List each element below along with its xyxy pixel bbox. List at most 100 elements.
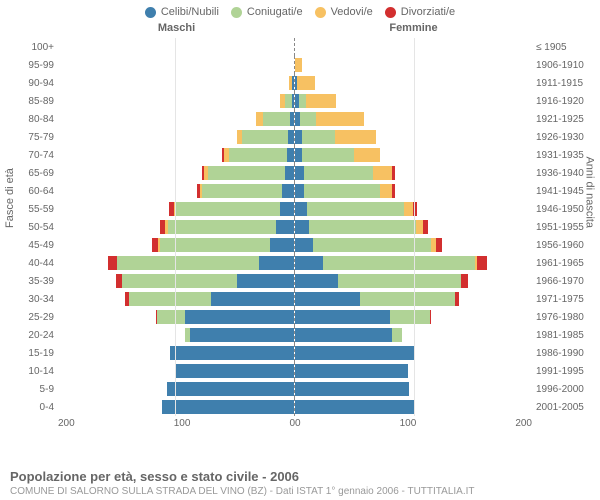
bar-segment: [185, 310, 294, 324]
grid-line: [414, 362, 415, 380]
birth-label: 1911-1915: [532, 74, 592, 92]
bar-segment: [295, 202, 307, 216]
bar-segment: [295, 58, 302, 72]
male-label: Maschi: [58, 22, 295, 34]
grid-line: [175, 344, 176, 362]
male-bar-cell: [58, 380, 295, 398]
bar-segment: [335, 130, 375, 144]
grid-line: [414, 254, 415, 272]
male-bar-cell: [58, 38, 295, 56]
bar-segment: [461, 274, 468, 288]
grid-line: [414, 326, 415, 344]
bar-segment: [288, 130, 294, 144]
plot-area: Fasce di età Anni di nascita 100+≤ 19059…: [8, 38, 592, 429]
y-right-title: Anni di nascita: [584, 156, 596, 228]
grid-line: [414, 38, 415, 56]
bar-segment: [280, 202, 294, 216]
female-bar-cell: [295, 74, 532, 92]
birth-label: 1906-1910: [532, 56, 592, 74]
bar-segment: [307, 202, 404, 216]
y-left-title: Fasce di età: [4, 168, 16, 228]
bar-segment: [306, 94, 337, 108]
female-bar-cell: [295, 272, 532, 290]
grid-line: [175, 38, 176, 56]
bar-segment: [190, 328, 294, 342]
bar-segment: [390, 310, 430, 324]
male-bar-cell: [58, 326, 295, 344]
bar-segment: [290, 112, 294, 126]
bar-segment: [302, 130, 335, 144]
bar-segment: [162, 400, 294, 414]
x-tick: 200: [58, 418, 75, 429]
chart-subtitle: COMUNE DI SALORNO SULLA STRADA DEL VINO …: [10, 486, 475, 497]
bar-segment: [295, 256, 323, 270]
male-bar-cell: [58, 110, 295, 128]
birth-label: 1921-1925: [532, 110, 592, 128]
bar-segment: [129, 292, 212, 306]
bar-segment: [276, 220, 294, 234]
bar-segment: [316, 112, 363, 126]
legend-label: Vedovi/e: [331, 6, 373, 18]
male-bar-cell: [58, 236, 295, 254]
age-label: 70-74: [8, 146, 58, 164]
grid-line: [175, 128, 176, 146]
grid-line: [414, 146, 415, 164]
birth-label: 1971-1975: [532, 290, 592, 308]
age-label: 75-79: [8, 128, 58, 146]
chart-title: Popolazione per età, sesso e stato civil…: [10, 469, 475, 484]
male-bar-cell: [58, 200, 295, 218]
male-bar-cell: [58, 74, 295, 92]
male-bar-cell: [58, 398, 295, 416]
bar-segment: [360, 292, 455, 306]
male-bar-cell: [58, 272, 295, 290]
x-axis-left: 2001000: [58, 418, 295, 429]
bar-segment: [157, 310, 185, 324]
bar-segment: [295, 184, 304, 198]
legend-swatch: [315, 7, 326, 18]
grid-line: [414, 182, 415, 200]
legend-item: Celibi/Nubili: [145, 6, 219, 18]
x-axis-right: 0100200: [295, 418, 532, 429]
bar-segment: [477, 256, 486, 270]
bar-segment: [373, 166, 392, 180]
female-bar-cell: [295, 218, 532, 236]
male-bar-cell: [58, 146, 295, 164]
female-label: Femmine: [295, 22, 532, 34]
male-bar-cell: [58, 164, 295, 182]
grid-line: [414, 308, 415, 326]
birth-label: 1926-1930: [532, 128, 592, 146]
bar-segment: [297, 76, 315, 90]
bar-segment: [404, 202, 413, 216]
bar-segment: [430, 310, 431, 324]
legend-swatch: [145, 7, 156, 18]
grid-line: [414, 56, 415, 74]
age-label: 20-24: [8, 326, 58, 344]
grid-line: [414, 74, 415, 92]
male-bar-cell: [58, 128, 295, 146]
female-bar-cell: [295, 146, 532, 164]
male-bar-cell: [58, 344, 295, 362]
legend: Celibi/NubiliConiugati/eVedovi/eDivorzia…: [8, 6, 592, 18]
grid-line: [175, 272, 176, 290]
age-label: 95-99: [8, 56, 58, 74]
bar-segment: [292, 94, 294, 108]
grid-line: [175, 308, 176, 326]
x-tick: 100: [174, 418, 191, 429]
birth-label: 1966-1970: [532, 272, 592, 290]
bar-segment: [285, 94, 292, 108]
grid-line: [175, 92, 176, 110]
bar-segment: [380, 184, 392, 198]
birth-label: 1976-1980: [532, 308, 592, 326]
footer: Popolazione per età, sesso e stato civil…: [10, 469, 475, 497]
bar-segment: [309, 220, 416, 234]
female-bar-cell: [295, 92, 532, 110]
bar-segment: [338, 274, 461, 288]
age-label: 100+: [8, 38, 58, 56]
bar-segment: [170, 346, 294, 360]
female-bar-cell: [295, 164, 532, 182]
gender-labels: Maschi Femmine: [8, 22, 592, 34]
bar-segment: [287, 148, 294, 162]
age-label: 40-44: [8, 254, 58, 272]
female-bar-cell: [295, 326, 532, 344]
bar-segment: [436, 238, 442, 252]
